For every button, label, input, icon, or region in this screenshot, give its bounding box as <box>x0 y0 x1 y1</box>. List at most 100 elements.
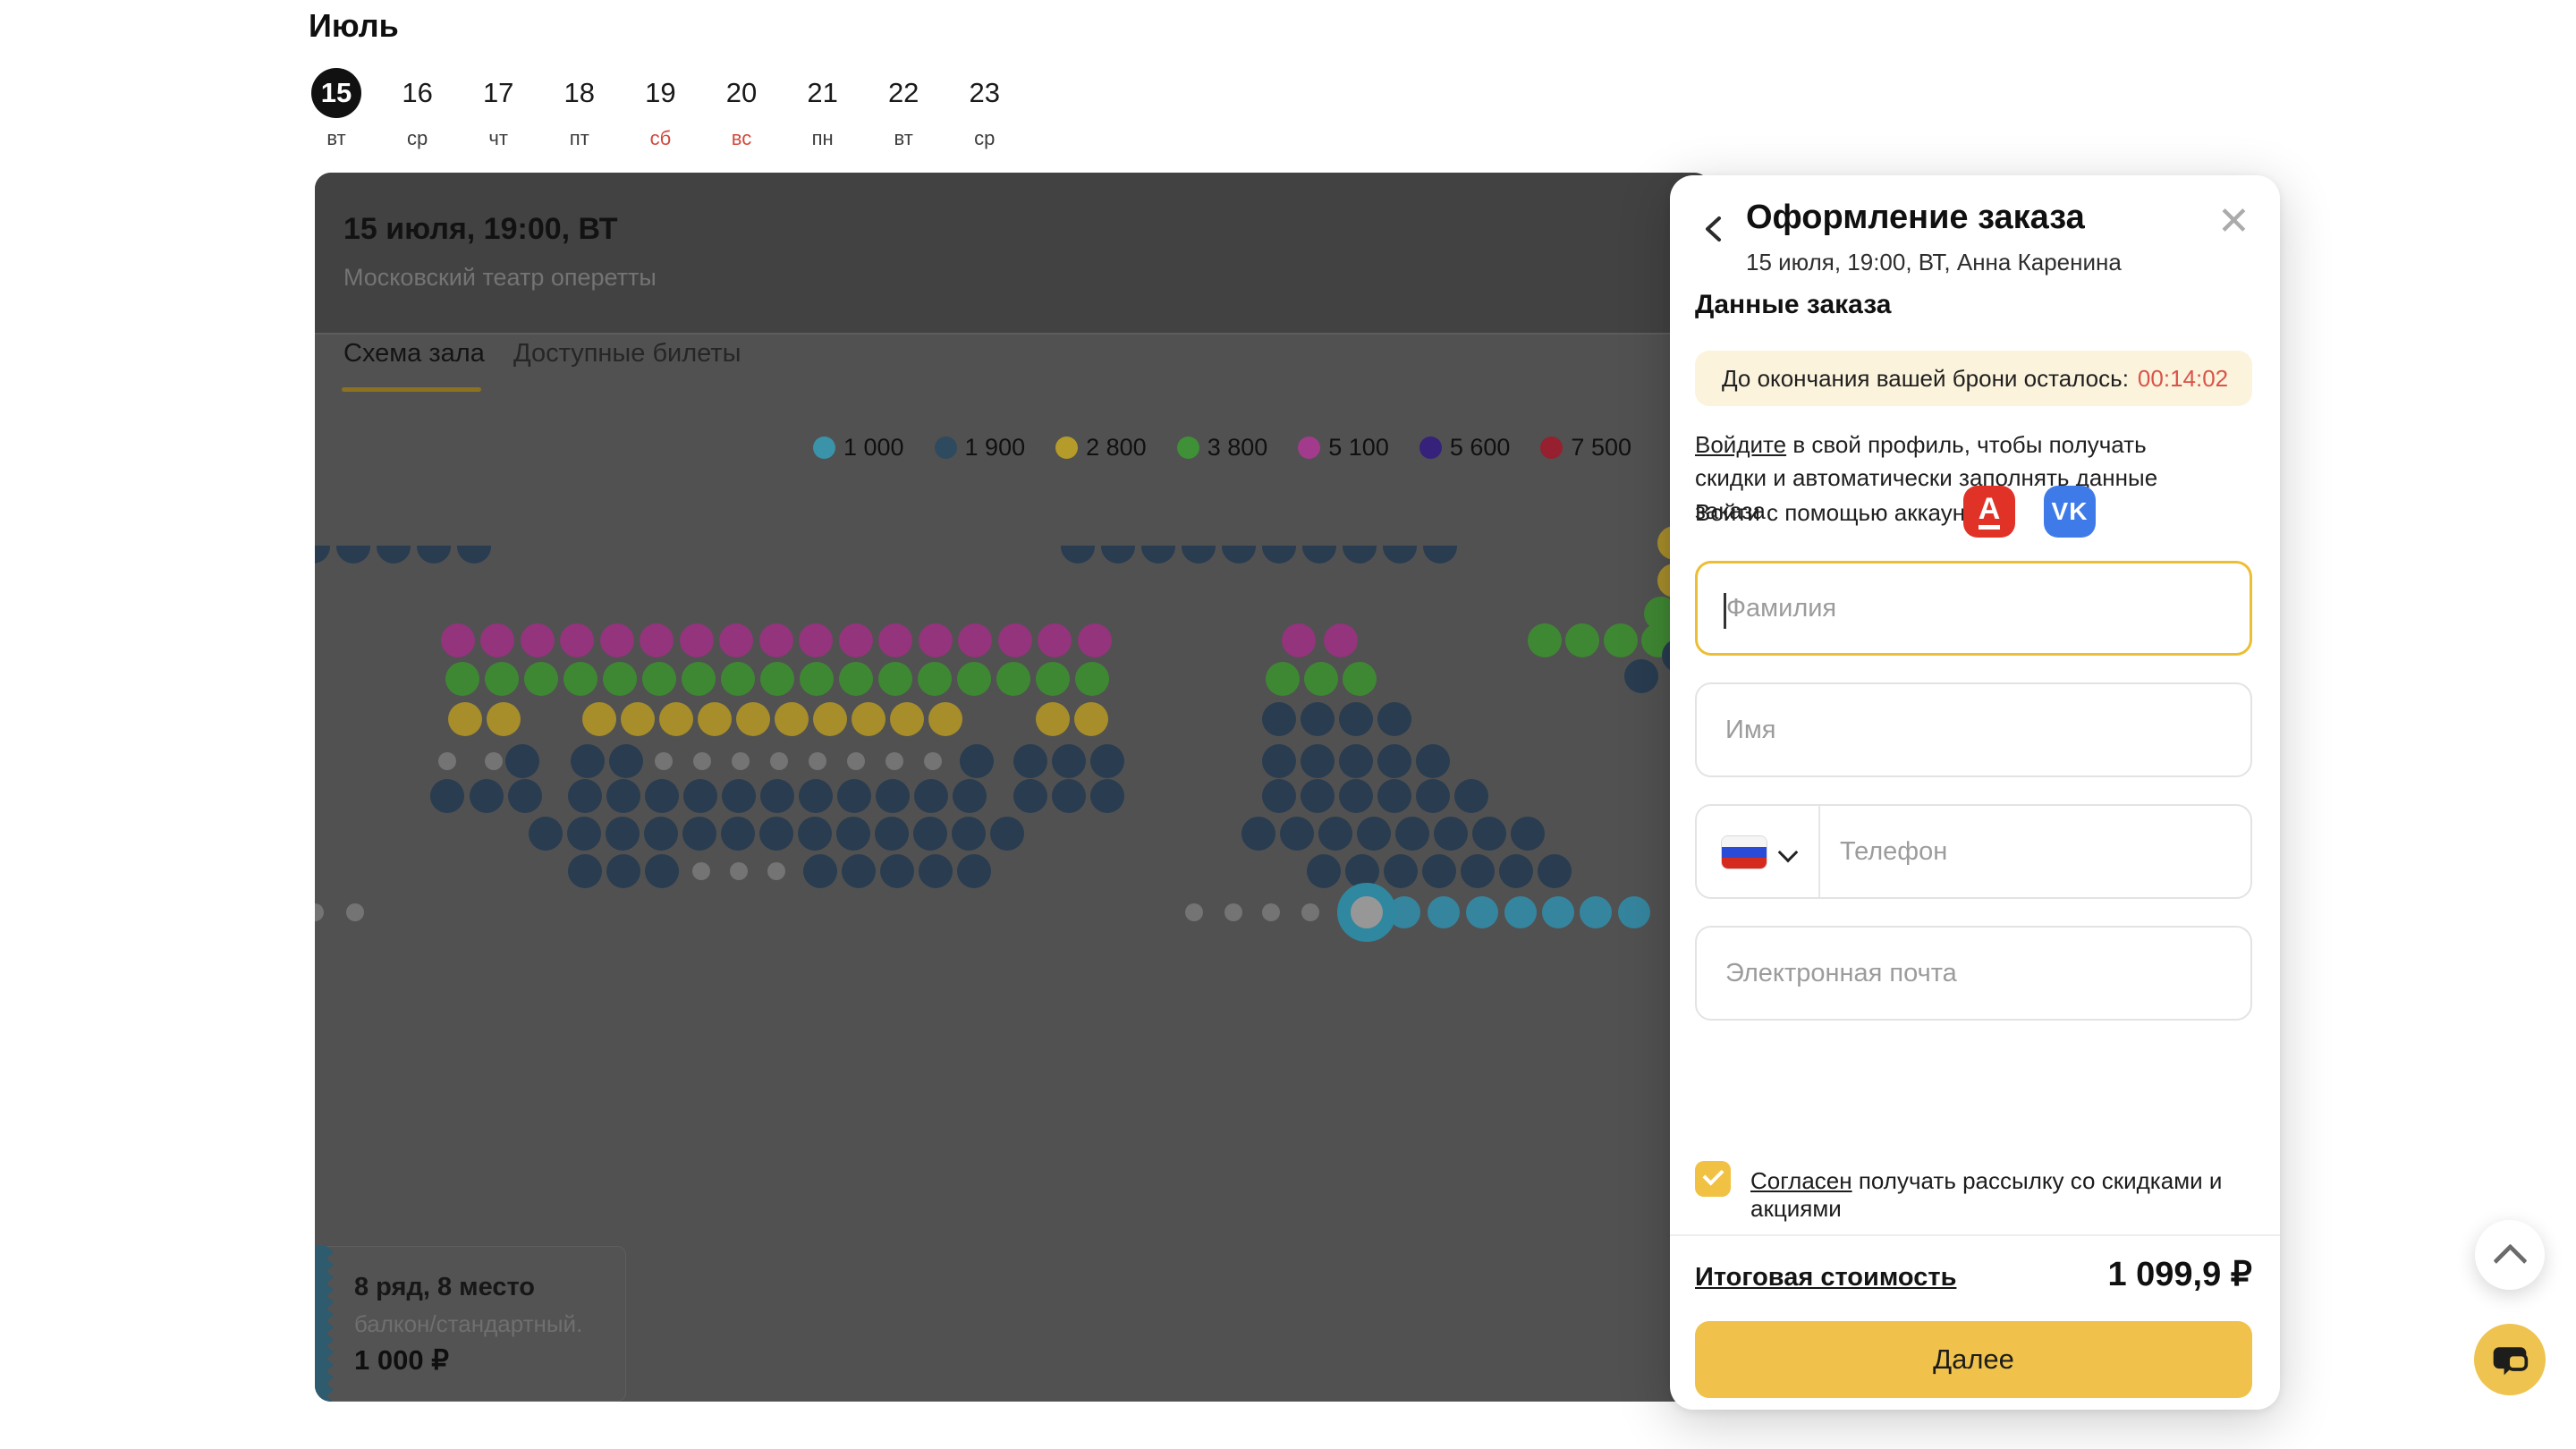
seat[interactable] <box>878 662 912 696</box>
seat[interactable] <box>1416 744 1450 778</box>
seat[interactable] <box>1036 702 1070 736</box>
seat[interactable] <box>1538 854 1572 888</box>
seat[interactable] <box>1038 623 1072 657</box>
seat[interactable] <box>837 779 871 813</box>
seat[interactable] <box>1565 623 1599 657</box>
seat[interactable] <box>759 623 793 657</box>
seat[interactable] <box>315 546 330 564</box>
seat[interactable] <box>560 623 594 657</box>
seat[interactable] <box>682 817 716 851</box>
seat[interactable] <box>913 817 947 851</box>
seat[interactable] <box>529 817 563 851</box>
seat[interactable] <box>719 623 753 657</box>
seat[interactable] <box>571 744 605 778</box>
seat[interactable] <box>521 623 555 657</box>
close-icon[interactable]: ✕ <box>2217 199 2250 243</box>
seat[interactable] <box>919 854 953 888</box>
seat[interactable] <box>957 662 991 696</box>
seat[interactable] <box>1422 854 1456 888</box>
seat[interactable] <box>1262 744 1296 778</box>
seat[interactable] <box>803 854 837 888</box>
seat[interactable] <box>1339 744 1373 778</box>
seat[interactable] <box>430 779 464 813</box>
last-name-input[interactable] <box>1698 564 2250 653</box>
seat[interactable] <box>582 702 616 736</box>
seat[interactable] <box>1266 662 1300 696</box>
seat[interactable] <box>799 623 833 657</box>
seat[interactable] <box>852 702 886 736</box>
seat[interactable] <box>880 854 914 888</box>
consent-row[interactable]: Согласен получать рассылку со скидками и… <box>1695 1161 2280 1223</box>
seat[interactable] <box>568 854 602 888</box>
seat[interactable] <box>1090 779 1124 813</box>
seat[interactable] <box>958 623 992 657</box>
seat[interactable] <box>508 779 542 813</box>
seat[interactable] <box>1428 896 1460 928</box>
seat[interactable] <box>990 817 1024 851</box>
seat[interactable] <box>996 662 1030 696</box>
seat[interactable] <box>918 662 952 696</box>
seat[interactable] <box>1307 854 1341 888</box>
seat[interactable] <box>1345 854 1379 888</box>
seat[interactable] <box>1301 779 1335 813</box>
date-item-16[interactable]: 16 ср <box>390 68 445 150</box>
seat[interactable] <box>606 779 640 813</box>
date-item-21[interactable]: 21 пн <box>795 68 851 150</box>
seat[interactable] <box>1339 779 1373 813</box>
seat[interactable] <box>1499 854 1533 888</box>
seat[interactable] <box>842 854 876 888</box>
seat[interactable] <box>1141 546 1175 564</box>
seat[interactable] <box>1580 896 1612 928</box>
seat[interactable] <box>878 623 912 657</box>
seat[interactable] <box>952 817 986 851</box>
seat[interactable] <box>1454 779 1488 813</box>
seat[interactable] <box>813 702 847 736</box>
seat[interactable] <box>603 662 637 696</box>
seat[interactable] <box>1241 817 1275 851</box>
seat[interactable] <box>1182 546 1216 564</box>
seat[interactable] <box>1624 659 1658 693</box>
seat[interactable] <box>1377 702 1411 736</box>
date-item-15[interactable]: 15 вт <box>309 68 364 150</box>
date-item-17[interactable]: 17 чт <box>470 68 526 150</box>
seat[interactable] <box>1262 546 1296 564</box>
scroll-to-top-button[interactable] <box>2475 1220 2545 1290</box>
seat[interactable] <box>567 817 601 851</box>
seat[interactable] <box>800 662 834 696</box>
seat[interactable] <box>759 817 793 851</box>
seat[interactable] <box>1280 817 1314 851</box>
seat[interactable] <box>953 779 987 813</box>
date-item-18[interactable]: 18 пт <box>552 68 607 150</box>
seat[interactable] <box>960 744 994 778</box>
seat[interactable] <box>1343 662 1377 696</box>
alfa-login-icon[interactable]: А <box>1963 486 2015 538</box>
seat[interactable] <box>876 779 910 813</box>
seat[interactable] <box>1383 546 1417 564</box>
seat[interactable] <box>839 662 873 696</box>
vk-login-icon[interactable]: VK <box>2044 486 2096 538</box>
seat[interactable] <box>480 623 514 657</box>
seat[interactable] <box>568 779 602 813</box>
seat-selected[interactable] <box>1337 883 1396 942</box>
tab-available-tickets[interactable]: Доступные билеты <box>513 339 741 368</box>
seat[interactable] <box>621 702 655 736</box>
total-label[interactable]: Итоговая стоимость <box>1695 1263 1957 1292</box>
seat[interactable] <box>928 702 962 736</box>
seat[interactable] <box>524 662 558 696</box>
seat[interactable] <box>1528 623 1562 657</box>
seat[interactable] <box>798 817 832 851</box>
phone-input[interactable] <box>1697 806 2250 897</box>
seat[interactable] <box>1618 896 1650 928</box>
date-item-22[interactable]: 22 вт <box>876 68 931 150</box>
tab-hall-scheme[interactable]: Схема зала <box>343 339 485 368</box>
seat[interactable] <box>680 623 714 657</box>
seat[interactable] <box>836 817 870 851</box>
seat[interactable] <box>1416 779 1450 813</box>
seat[interactable] <box>609 744 643 778</box>
seat[interactable] <box>1542 896 1574 928</box>
seat[interactable] <box>606 854 640 888</box>
seat[interactable] <box>1090 744 1124 778</box>
seat[interactable] <box>659 702 693 736</box>
seat[interactable] <box>645 854 679 888</box>
seat[interactable] <box>645 779 679 813</box>
